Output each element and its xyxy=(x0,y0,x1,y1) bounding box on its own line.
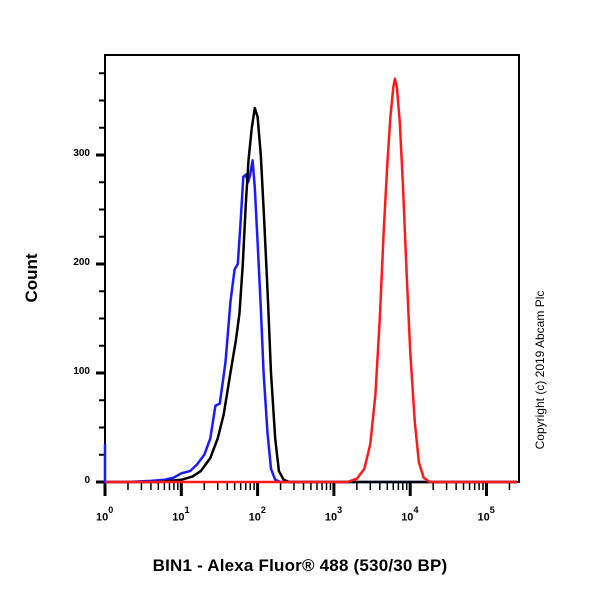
series-line xyxy=(105,106,517,484)
x-axis-label: BIN1 - Alexa Fluor® 488 (530/30 BP) xyxy=(152,556,448,575)
y-tick-label: 200 xyxy=(73,257,90,268)
y-axis-label: Count xyxy=(22,253,41,303)
x-axis xyxy=(103,482,511,496)
copyright-notice: Copyright (c) 2019 Abcam Plc xyxy=(533,290,547,450)
y-tick-label: 0 xyxy=(84,475,90,486)
plot-frame xyxy=(104,54,520,483)
x-tick-label: 101 xyxy=(172,505,190,524)
y-tick-label: 300 xyxy=(73,148,90,159)
data-series xyxy=(103,77,517,484)
x-tick-label: 105 xyxy=(477,505,495,524)
x-tick-label: 104 xyxy=(401,505,419,524)
y-tick-label: 100 xyxy=(73,366,90,377)
series-line xyxy=(103,159,517,484)
series-line xyxy=(105,77,517,484)
x-tick-label: 102 xyxy=(248,505,266,524)
x-tick-label: 103 xyxy=(324,505,343,524)
x-tick-label: 100 xyxy=(96,505,114,524)
y-axis xyxy=(96,72,105,484)
